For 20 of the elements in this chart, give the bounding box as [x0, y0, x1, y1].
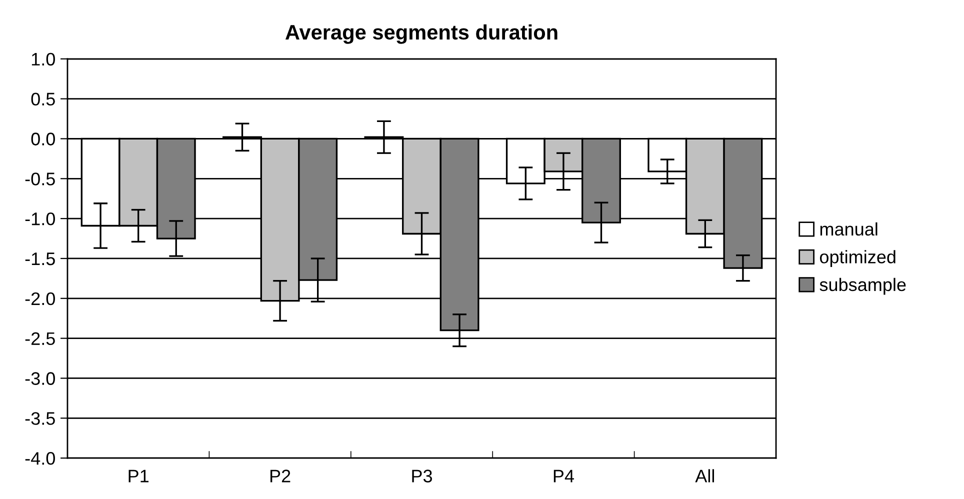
x-tick-label: P1: [128, 470, 148, 482]
y-tick-label: 1.0: [32, 52, 55, 66]
legend-label: subsample: [820, 278, 906, 295]
x-tick-label: P3: [412, 470, 432, 482]
y-tick-label: -1.0: [25, 212, 55, 226]
y-tick-label: 0.0: [31, 132, 55, 146]
x-tick-label: All: [695, 469, 714, 482]
x-tick-label: P4: [554, 470, 574, 482]
y-tick-label: 0.5: [31, 92, 55, 106]
legend-label: optimized: [820, 250, 896, 267]
y-tick-label: -2.5: [25, 332, 55, 346]
x-tick-label: P2: [270, 470, 290, 482]
y-tick-label: -4.0: [25, 452, 55, 465]
y-tick-label: -2.0: [25, 292, 55, 306]
y-tick-label: -0.5: [25, 172, 55, 186]
chart-title: Average segments duration: [285, 24, 558, 44]
y-tick-label: -3.0: [25, 372, 55, 385]
legend-label: manual: [820, 222, 878, 236]
y-tick-label: -1.5: [25, 252, 55, 266]
y-tick-label: -3.5: [25, 412, 55, 425]
